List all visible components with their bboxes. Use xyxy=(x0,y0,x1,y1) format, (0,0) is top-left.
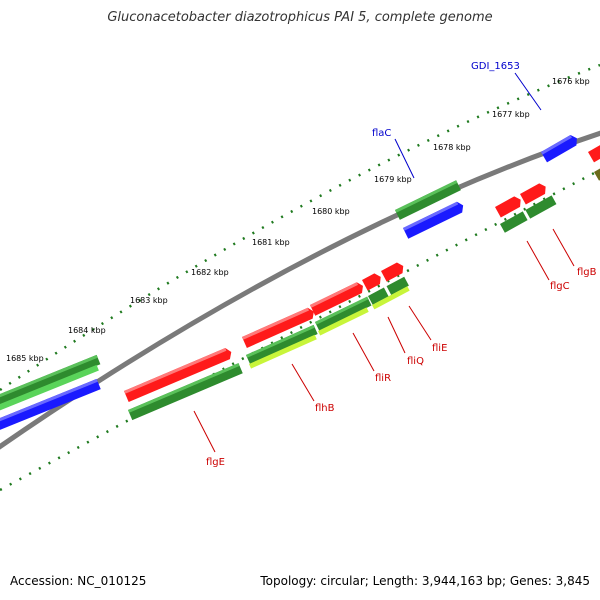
map-title: Gluconacetobacter diazotrophicus PAI 5, … xyxy=(107,10,493,25)
gene-lime-flie[interactable] xyxy=(372,286,410,310)
gene-label-flgb[interactable]: flgB xyxy=(577,267,597,278)
gene-red-flhb-arrow[interactable] xyxy=(124,346,234,403)
gene-red-3[interactable] xyxy=(310,280,366,316)
gene-olive-edge[interactable] xyxy=(594,164,600,181)
gene-red-flgc[interactable] xyxy=(495,194,524,218)
gene-green-flge[interactable] xyxy=(128,363,243,421)
gene-label-flge[interactable]: flgE xyxy=(206,457,225,468)
gene-blue-flac[interactable] xyxy=(403,200,466,239)
gene-label-flac[interactable]: flaC xyxy=(372,128,391,139)
gene-red-4[interactable] xyxy=(362,272,384,291)
gene-green-flgbc[interactable] xyxy=(499,195,557,233)
gene-label-fliq[interactable]: fliQ xyxy=(407,356,424,367)
kbp-label: 1678 kbp xyxy=(433,143,471,152)
gene-blue-gdi1653[interactable] xyxy=(541,133,580,163)
gene-label-flhb[interactable]: flhB xyxy=(315,403,335,414)
kbp-label: 1683 kbp xyxy=(130,296,168,305)
outer-scale-track xyxy=(0,63,600,392)
gene-green-flhb[interactable] xyxy=(246,324,318,365)
gene-red-flgb[interactable] xyxy=(520,181,549,205)
gene-lime-flhb[interactable] xyxy=(249,334,317,369)
topology-text: Topology: circular; Length: 3,944,163 bp… xyxy=(260,574,590,588)
gene-left-blue[interactable] xyxy=(0,378,101,433)
kbp-label: 1677 kbp xyxy=(492,110,530,119)
gene-red-2[interactable] xyxy=(241,306,316,348)
kbp-label: 1681 kbp xyxy=(252,238,290,247)
gene-red-5[interactable] xyxy=(381,261,406,282)
gene-green-flac[interactable] xyxy=(395,180,461,220)
gene-labels: GDI_1653 flaC flgB flgC fliE fliQ fliR f… xyxy=(206,61,597,468)
gene-left-green[interactable] xyxy=(0,354,101,408)
kbp-label: 1679 kbp xyxy=(374,175,412,184)
gene-label-gdi1653[interactable]: GDI_1653 xyxy=(471,61,520,72)
gene-label-flie[interactable]: fliE xyxy=(432,343,447,354)
kbp-label: 1682 kbp xyxy=(191,268,229,277)
gene-green-flir[interactable] xyxy=(315,296,372,331)
kbp-labels: 1676 kbp 1677 kbp 1678 kbp 1679 kbp 1680… xyxy=(6,77,590,363)
gene-label-flir[interactable]: fliR xyxy=(375,373,391,384)
gene-lime-flir[interactable] xyxy=(318,307,369,336)
kbp-label: 1685 kbp xyxy=(6,354,44,363)
kbp-label: 1680 kbp xyxy=(312,207,350,216)
gene-green-fliq[interactable] xyxy=(368,276,409,305)
kbp-label: 1684 kbp xyxy=(68,326,106,335)
gene-label-flgc[interactable]: flgC xyxy=(550,281,570,292)
leader-lines xyxy=(193,72,575,453)
gene-left-lime[interactable] xyxy=(0,364,99,414)
gene-red-edge[interactable] xyxy=(588,140,600,163)
kbp-label: 1676 kbp xyxy=(552,77,590,86)
backbone-ring xyxy=(0,130,600,450)
accession-text: Accession: NC_010125 xyxy=(10,574,147,588)
